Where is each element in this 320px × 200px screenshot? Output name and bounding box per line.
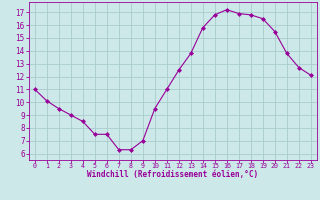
X-axis label: Windchill (Refroidissement éolien,°C): Windchill (Refroidissement éolien,°C)	[87, 170, 258, 179]
